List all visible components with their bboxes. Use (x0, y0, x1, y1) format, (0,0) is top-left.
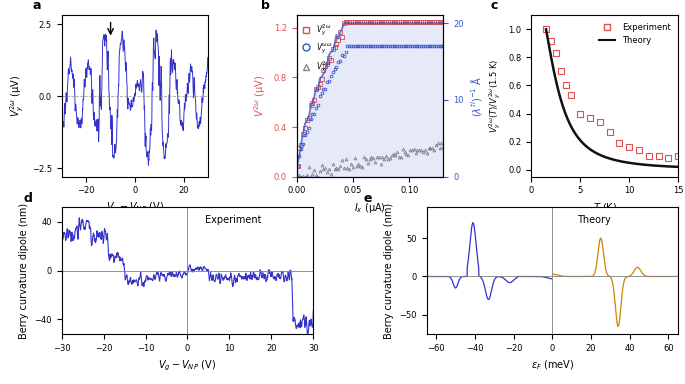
Text: c: c (490, 0, 497, 12)
Y-axis label: Berry curvature dipole (nm): Berry curvature dipole (nm) (19, 203, 29, 339)
X-axis label: $\varepsilon_F$ (meV): $\varepsilon_F$ (meV) (531, 358, 574, 372)
X-axis label: $V_g - V_{NP}$ (V): $V_g - V_{NP}$ (V) (158, 358, 216, 373)
Text: e: e (364, 192, 372, 205)
Legend: Experiment, Theory: Experiment, Theory (595, 20, 674, 48)
Y-axis label: Berry curvature dipole (nm): Berry curvature dipole (nm) (384, 203, 394, 339)
X-axis label: $T$ (K): $T$ (K) (593, 201, 617, 214)
X-axis label: $V_g - V_{NP}$ (V): $V_g - V_{NP}$ (V) (106, 201, 164, 215)
Y-axis label: $V^{2\omega}$ (μV): $V^{2\omega}$ (μV) (252, 75, 268, 117)
Y-axis label: $(λ^{tl})^{-1}$ Å: $(λ^{tl})^{-1}$ Å (469, 75, 484, 117)
Text: Theory: Theory (577, 215, 611, 225)
Legend: $V_y^{2\omega}$, $V_y^{\omega\omega}$, $V_x^{2\omega}$: $V_y^{2\omega}$, $V_y^{\omega\omega}$, $… (300, 19, 335, 78)
Y-axis label: $V_y^{2\omega}$ (μV): $V_y^{2\omega}$ (μV) (9, 75, 26, 117)
X-axis label: $I_x$ (μA): $I_x$ (μA) (354, 201, 386, 215)
Y-axis label: $V_y^{2\omega}(T)/V_y^{2\omega}(1.5$ K$)$: $V_y^{2\omega}(T)/V_y^{2\omega}(1.5$ K$)… (487, 59, 503, 133)
Text: d: d (24, 192, 33, 205)
Text: Experiment: Experiment (205, 215, 262, 225)
Text: a: a (32, 0, 41, 12)
Text: b: b (261, 0, 270, 12)
